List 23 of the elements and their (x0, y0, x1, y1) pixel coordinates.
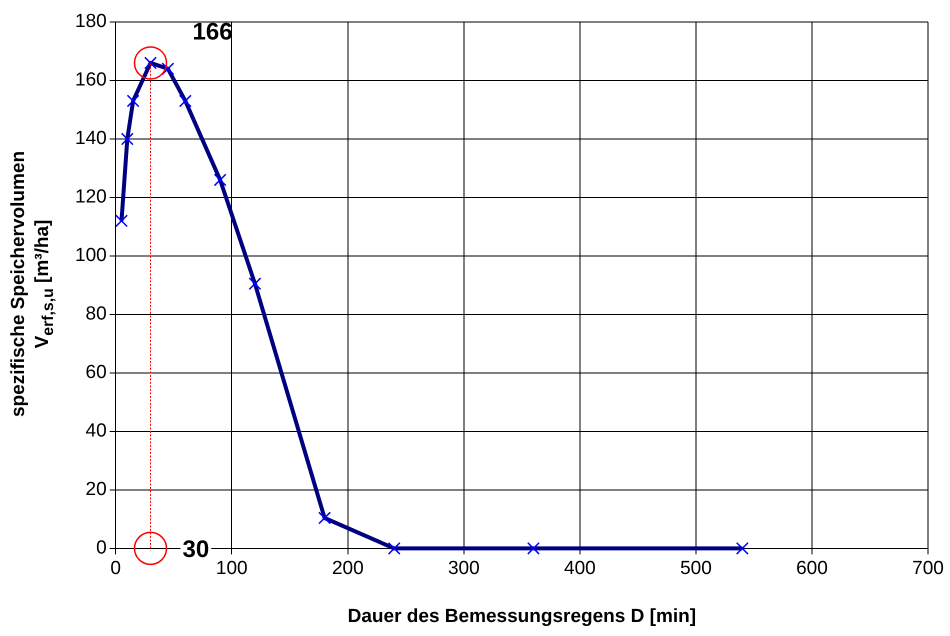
y-tick-label: 0 (96, 538, 107, 559)
y-tick-label: 180 (75, 11, 107, 32)
y-tick-label: 100 (75, 245, 107, 266)
y-tick-label: 80 (86, 304, 107, 325)
x-tick-label: 600 (796, 558, 828, 580)
x-tick-label: 400 (564, 558, 596, 580)
point (134, 46, 168, 80)
annotation: 166 (192, 18, 233, 46)
x-tick-label: 0 (110, 558, 121, 580)
y-tick-label: 160 (75, 70, 107, 91)
x-tick-label: 200 (332, 558, 364, 580)
y-tick-label: 20 (86, 479, 107, 500)
y-tick-label: 140 (75, 128, 107, 150)
x-tick-label: 500 (680, 558, 712, 580)
y-tick-label: 60 (86, 362, 107, 384)
y-tick-label: 120 (75, 186, 107, 208)
point (134, 532, 168, 566)
x-tick-label: 300 (448, 558, 480, 580)
x-axis-title: Dauer des Bemessungsregens D [min] (348, 606, 696, 627)
x-tick-label: 700 (912, 558, 944, 580)
y-tick-label: 40 (86, 420, 107, 442)
annotation: 30 (182, 536, 210, 564)
x-tick-label: 100 (216, 558, 248, 580)
